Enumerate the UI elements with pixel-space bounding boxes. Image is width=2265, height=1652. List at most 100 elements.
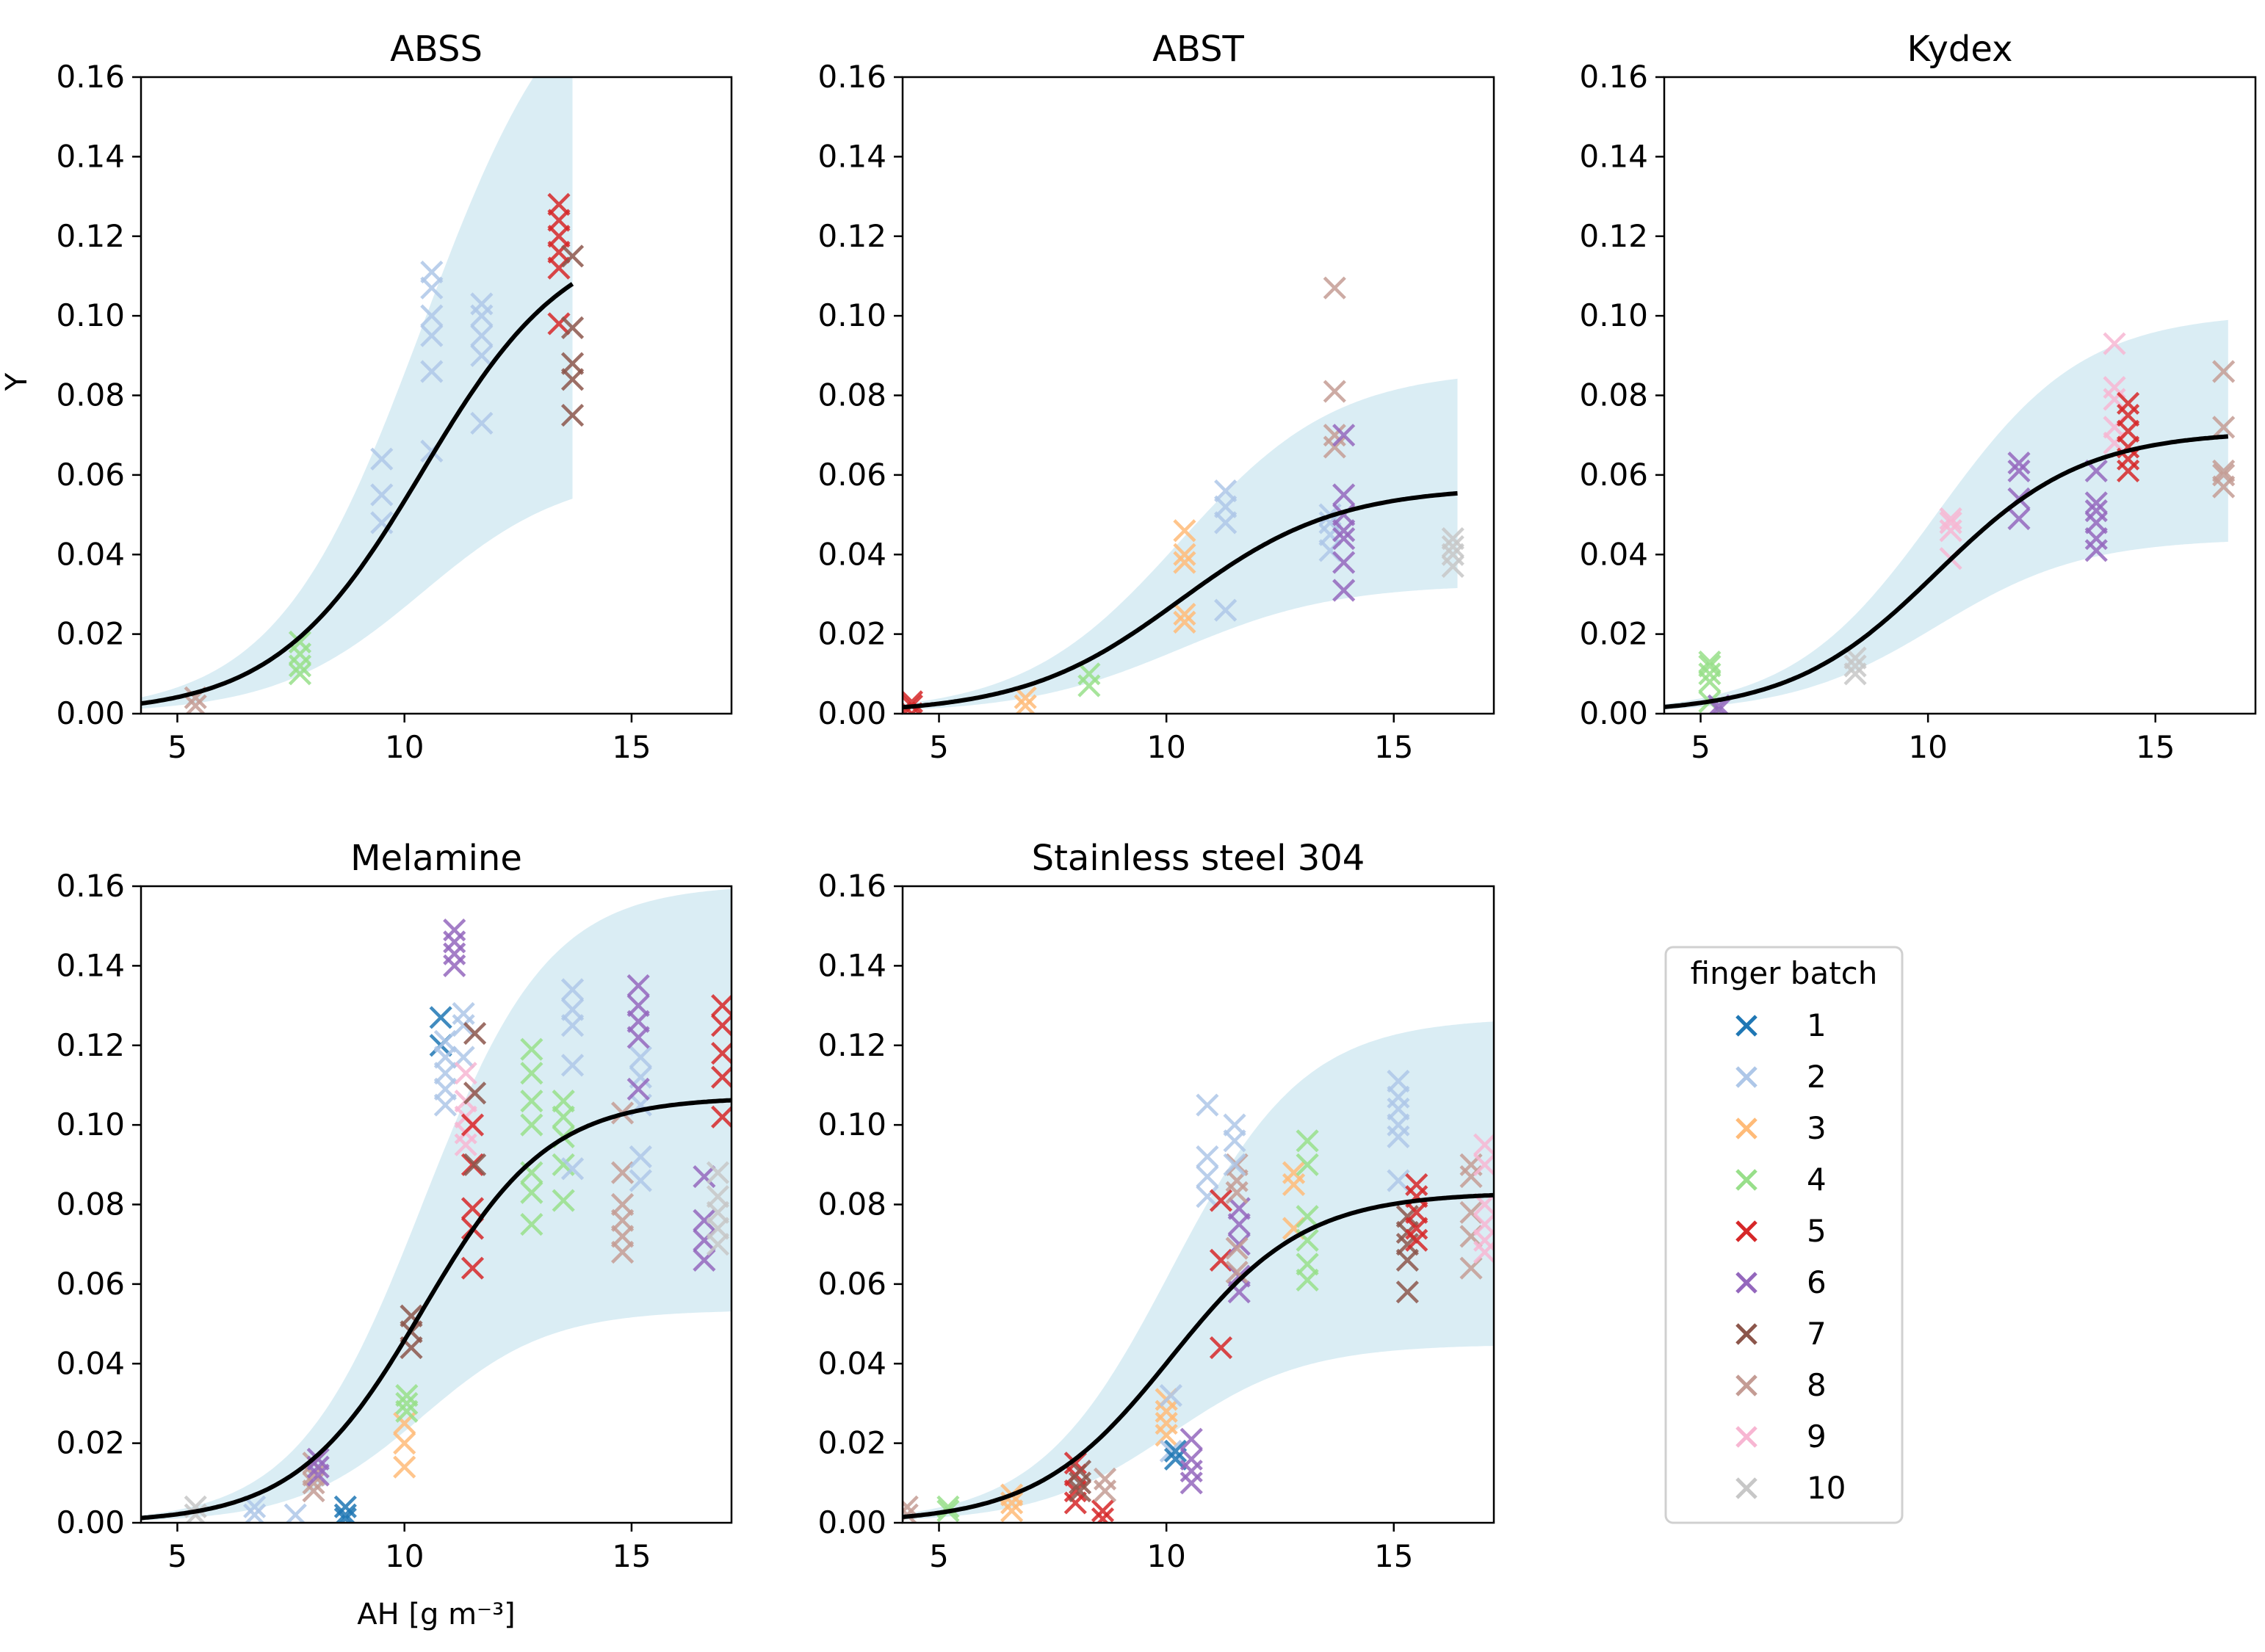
data-point-batch-8 bbox=[2212, 416, 2236, 439]
legend-marker-6 bbox=[1735, 1272, 1758, 1294]
y-tick-label: 0.10 bbox=[56, 297, 125, 333]
panel-3: 0.00 0.02 0.04 0.06 0.08 0.10 0.12 0.14 0.16 5 10 1… bbox=[1579, 29, 2257, 765]
data-point-batch-6 bbox=[693, 1209, 716, 1232]
legend-marker-7 bbox=[1735, 1323, 1758, 1345]
legend-label-6: 6 bbox=[1807, 1264, 1827, 1300]
y-tick-label: 0.10 bbox=[817, 297, 886, 333]
data-point-batch-9 bbox=[1473, 1133, 1494, 1156]
data-point-batch-10 bbox=[184, 1503, 207, 1523]
data-point-batch-8 bbox=[1225, 1236, 1249, 1260]
data-point-batch-7 bbox=[560, 352, 585, 375]
data-point-batch-3 bbox=[393, 1432, 416, 1455]
legend-label-5: 5 bbox=[1807, 1213, 1827, 1249]
legend-marker-9 bbox=[1735, 1426, 1758, 1448]
data-point-batch-6 bbox=[2007, 459, 2031, 483]
data-point-batch-6 bbox=[2007, 452, 2031, 475]
confidence-band bbox=[141, 77, 573, 709]
data-point-batch-2 bbox=[420, 260, 444, 284]
x-tick-label: 15 bbox=[2136, 729, 2175, 765]
data-point-batch-6 bbox=[1332, 579, 1356, 602]
data-point-batch-8 bbox=[2212, 360, 2236, 383]
panel-5: 0.00 0.02 0.04 0.06 0.08 0.10 0.12 0.14 0.16 5 10 1… bbox=[817, 838, 1495, 1574]
data-point-batch-8 bbox=[1093, 1467, 1117, 1490]
x-tick-label: 5 bbox=[929, 1538, 949, 1574]
data-point-batch-7 bbox=[1395, 1280, 1419, 1304]
data-point-batch-6 bbox=[1332, 424, 1356, 447]
data-point-batch-4 bbox=[395, 1391, 419, 1416]
x-tick-label: 15 bbox=[612, 1538, 651, 1574]
data-point-batch-4 bbox=[1077, 662, 1101, 686]
y-tick-label: 0.02 bbox=[56, 616, 125, 652]
y-tick-label: 0.14 bbox=[817, 138, 886, 174]
data-point-batch-8 bbox=[1225, 1261, 1249, 1284]
panel-title: ABSS bbox=[390, 29, 483, 70]
data-point-batch-5 bbox=[1209, 1189, 1233, 1212]
data-point-batch-5 bbox=[2117, 391, 2140, 415]
y-tick-label: 0.06 bbox=[817, 457, 886, 493]
y-tick-label: 0.10 bbox=[817, 1106, 886, 1142]
data-point-batch-4 bbox=[1296, 1205, 1319, 1228]
data-point-batch-6 bbox=[626, 1077, 650, 1101]
data-point-batch-6 bbox=[1332, 483, 1356, 507]
x-tick-label: 15 bbox=[612, 729, 651, 765]
data-point-batch-4 bbox=[1296, 1129, 1319, 1153]
data-point-batch-6 bbox=[693, 1164, 716, 1189]
data-point-batch-5 bbox=[1405, 1173, 1428, 1197]
confidence-band bbox=[903, 1021, 1494, 1520]
y-tick-label: 0.10 bbox=[1579, 297, 1648, 333]
data-point-batch-2 bbox=[1214, 479, 1238, 503]
data-point-batch-4 bbox=[520, 1212, 543, 1236]
data-point-batch-10 bbox=[1441, 526, 1464, 551]
panel-2: 0.00 0.02 0.04 0.06 0.08 0.10 0.12 0.14 0.16 5 10 1… bbox=[817, 29, 1495, 765]
x-tick-label: 10 bbox=[1146, 1538, 1185, 1574]
data-point-batch-3 bbox=[1173, 602, 1196, 626]
data-point-batch-3 bbox=[1014, 694, 1037, 714]
y-tick-label: 0.16 bbox=[56, 59, 125, 95]
y-tick-label: 0.16 bbox=[817, 868, 886, 904]
data-point-batch-2 bbox=[1223, 1113, 1246, 1137]
y-tick-label: 0.04 bbox=[56, 1345, 125, 1381]
data-point-batch-7 bbox=[560, 244, 585, 268]
legend-marker-3 bbox=[1735, 1117, 1758, 1140]
panel-title: Kydex bbox=[1907, 29, 2013, 70]
data-point-batch-5 bbox=[460, 1113, 485, 1137]
data-point-batch-2 bbox=[243, 1503, 267, 1523]
data-point-batch-2 bbox=[1196, 1164, 1219, 1189]
data-point-batch-2 bbox=[1214, 598, 1238, 622]
data-point-batch-6 bbox=[2007, 507, 2031, 531]
y-tick-label: 0.06 bbox=[817, 1266, 886, 1302]
data-point-batch-10 bbox=[706, 1161, 730, 1184]
data-point-batch-8 bbox=[1093, 1479, 1117, 1503]
data-point-batch-5 bbox=[460, 1256, 485, 1280]
x-tick-label: 10 bbox=[385, 729, 424, 765]
panel-title: Stainless steel 304 bbox=[1032, 838, 1365, 879]
data-point-batch-7 bbox=[560, 316, 585, 339]
y-tick-label: 0.04 bbox=[817, 536, 886, 572]
y-tick-label: 0.16 bbox=[1579, 59, 1648, 95]
legend-frame bbox=[1664, 946, 1904, 1524]
data-point-batch-7 bbox=[463, 1021, 487, 1046]
y-tick-label: 0.06 bbox=[1579, 457, 1648, 493]
data-point-batch-2 bbox=[470, 324, 494, 347]
legend-marker-5 bbox=[1735, 1220, 1758, 1242]
y-tick-label: 0.12 bbox=[817, 1027, 886, 1063]
data-point-batch-2 bbox=[470, 292, 494, 316]
x-tick-label: 5 bbox=[167, 729, 187, 765]
data-point-batch-1 bbox=[333, 1495, 357, 1518]
x-tick-label: 5 bbox=[929, 729, 949, 765]
data-point-batch-2 bbox=[1387, 1069, 1410, 1093]
data-point-batch-6 bbox=[2084, 499, 2108, 523]
legend-marker-4 bbox=[1735, 1169, 1758, 1191]
data-point-batch-4 bbox=[1698, 650, 1722, 674]
data-point-batch-2 bbox=[370, 447, 394, 471]
data-point-batch-5 bbox=[1091, 1507, 1115, 1523]
data-point-batch-4 bbox=[288, 630, 312, 654]
data-point-batch-5 bbox=[711, 1065, 731, 1089]
legend-label-3: 3 bbox=[1807, 1110, 1827, 1146]
data-point-batch-3 bbox=[393, 1455, 416, 1479]
panel-title: ABST bbox=[1152, 29, 1244, 70]
data-point-batch-8 bbox=[1323, 276, 1346, 300]
data-point-batch-10 bbox=[706, 1185, 730, 1209]
y-tick-label: 0.08 bbox=[1579, 377, 1648, 413]
